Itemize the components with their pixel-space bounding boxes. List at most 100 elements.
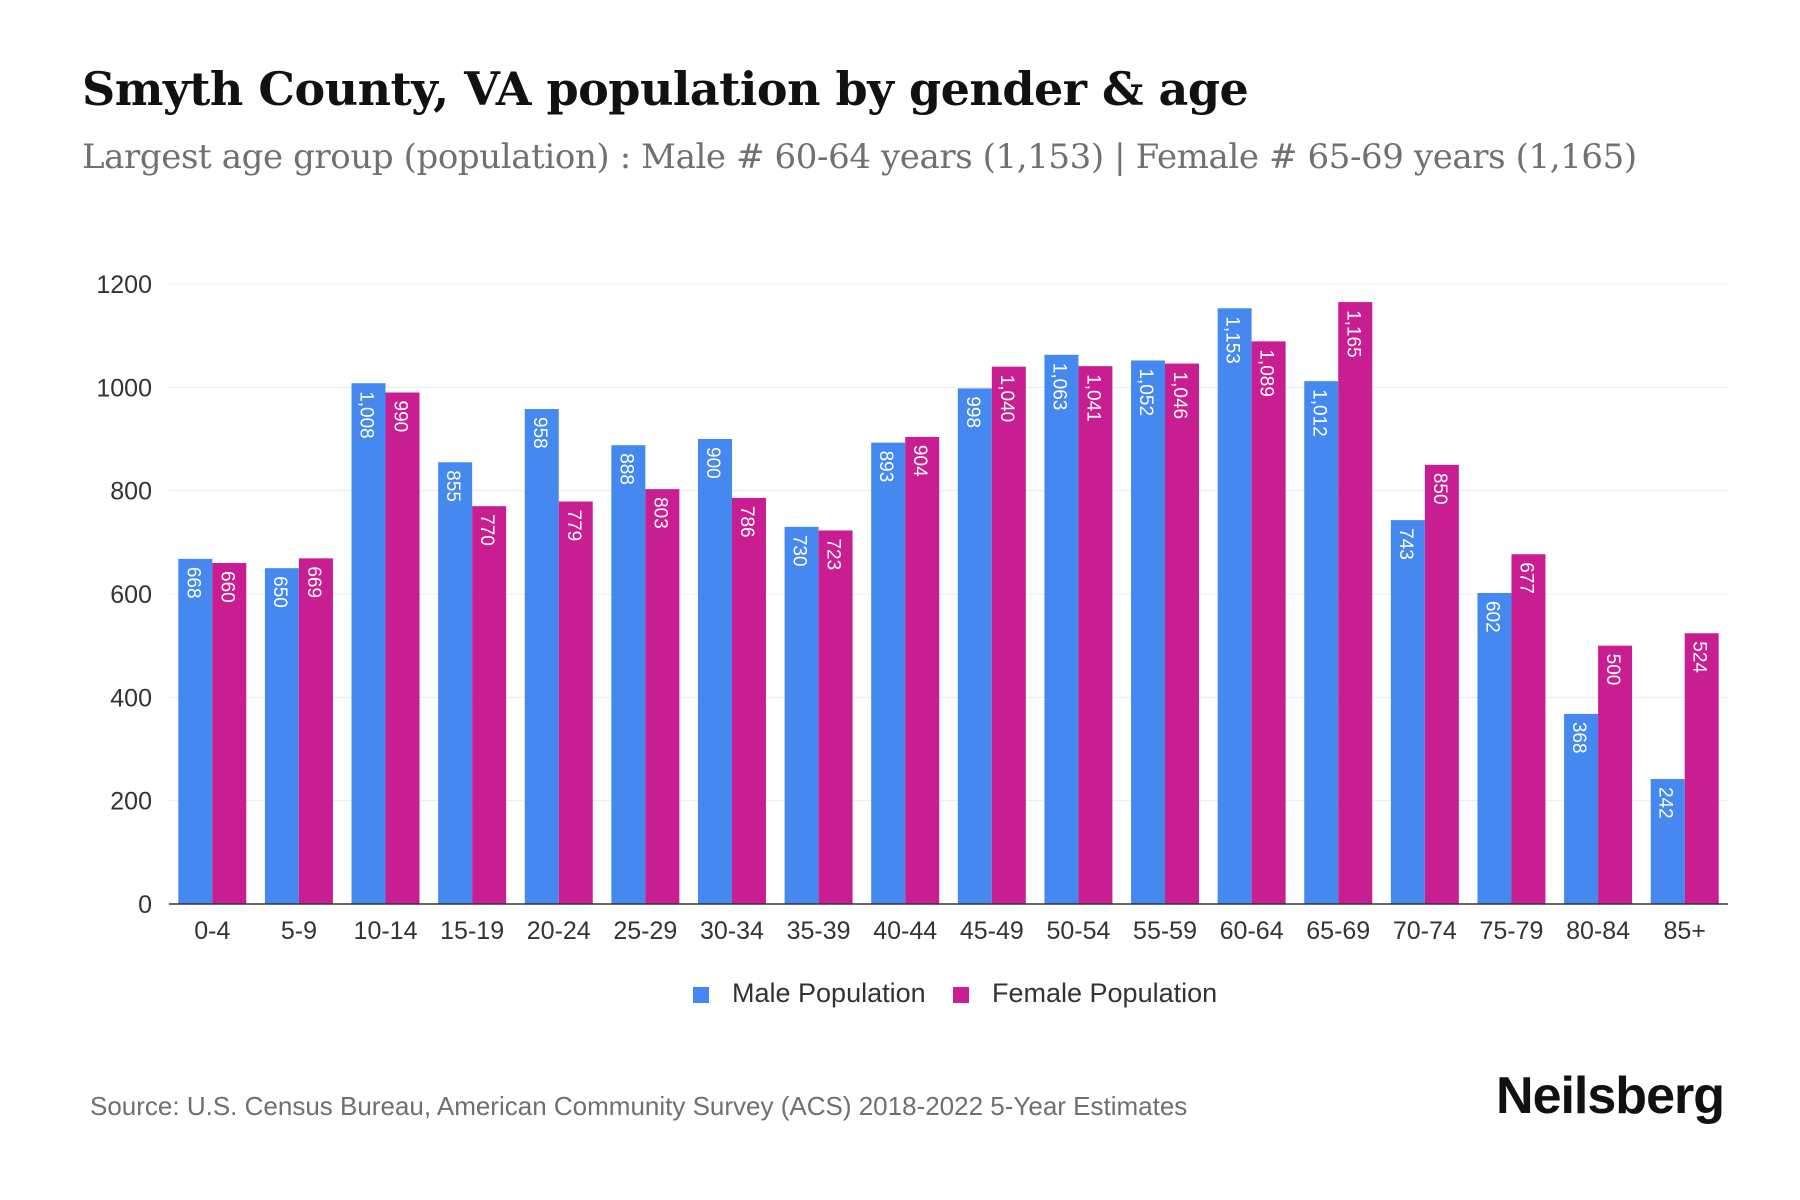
data-label: 1,165 xyxy=(1342,310,1363,358)
bar-male xyxy=(697,439,732,904)
y-tick-label: 1200 xyxy=(96,271,152,299)
data-label: 650 xyxy=(269,576,290,608)
brand-logo: Neilsberg xyxy=(1496,1067,1725,1125)
x-tick-label: 10-14 xyxy=(354,917,418,945)
data-label: 888 xyxy=(615,453,636,485)
x-tick-label: 15-19 xyxy=(440,917,504,945)
data-label: 602 xyxy=(1481,601,1502,633)
bar-female xyxy=(991,366,1026,905)
x-tick-label: 45-49 xyxy=(960,917,1024,945)
legend-label-female: Female Population xyxy=(992,978,1217,1008)
bar-male xyxy=(1390,520,1425,904)
bar-female xyxy=(1078,366,1113,904)
data-label: 1,052 xyxy=(1135,368,1156,416)
data-label: 1,063 xyxy=(1048,363,1069,411)
bar-female xyxy=(818,530,853,904)
data-label: 660 xyxy=(216,571,237,603)
x-tick-label: 20-24 xyxy=(527,917,591,945)
data-label: 242 xyxy=(1655,787,1676,819)
y-tick-label: 200 xyxy=(110,788,152,816)
bar-chart: 0 200 400 600 800 1000 1200 668 650 1,008 855 958 88… xyxy=(96,271,1728,1008)
data-label: 1,041 xyxy=(1082,374,1103,422)
data-label: 1,153 xyxy=(1222,316,1243,364)
data-label: 850 xyxy=(1429,473,1450,505)
data-label: 669 xyxy=(303,566,324,598)
data-label: 1,008 xyxy=(356,391,377,439)
bar-female xyxy=(298,558,333,904)
data-label: 743 xyxy=(1395,528,1416,560)
data-label: 1,089 xyxy=(1256,349,1277,397)
legend-label-male: Male Population xyxy=(732,978,926,1008)
data-label: 723 xyxy=(823,538,844,570)
x-tick-label: 40-44 xyxy=(873,917,937,945)
data-label: 1,012 xyxy=(1308,389,1329,437)
x-tick-label: 5-9 xyxy=(281,917,317,945)
data-label: 803 xyxy=(649,497,670,529)
bar-female xyxy=(1251,341,1286,905)
bar-male xyxy=(1131,360,1166,904)
data-label: 893 xyxy=(875,451,896,483)
y-tick-label: 800 xyxy=(110,478,152,506)
x-tick-label: 50-54 xyxy=(1046,917,1110,945)
bar-male xyxy=(611,445,646,904)
x-tick-label: 30-34 xyxy=(700,917,764,945)
x-tick-label: 25-29 xyxy=(613,917,677,945)
x-tick-label: 75-79 xyxy=(1479,917,1543,945)
bar-male xyxy=(1217,308,1252,904)
data-label: 1,040 xyxy=(996,375,1017,423)
y-tick-label: 0 xyxy=(138,891,152,919)
x-tick-label: 35-39 xyxy=(787,917,851,945)
bar-male xyxy=(871,442,906,904)
bar-male xyxy=(957,388,992,904)
source-note: Source: U.S. Census Bureau, American Com… xyxy=(90,1091,1188,1121)
data-label: 900 xyxy=(702,447,723,479)
bar-female xyxy=(645,489,680,904)
y-tick-label: 400 xyxy=(110,684,152,712)
bar-female xyxy=(1598,645,1633,904)
bar-male xyxy=(351,383,386,904)
bar-male xyxy=(1477,592,1512,904)
bar-male xyxy=(524,409,559,904)
bar-male xyxy=(784,526,819,904)
bar-female xyxy=(1511,554,1546,904)
bar-female xyxy=(905,436,940,904)
bar-female xyxy=(731,497,766,904)
bar-female xyxy=(1684,633,1719,904)
data-label: 368 xyxy=(1568,722,1589,754)
x-tick-label: 60-64 xyxy=(1220,917,1284,945)
data-label: 524 xyxy=(1689,641,1710,673)
x-tick-label: 0-4 xyxy=(194,917,230,945)
data-label: 677 xyxy=(1515,562,1536,594)
y-tick-label: 1000 xyxy=(96,374,152,402)
data-label: 990 xyxy=(390,401,411,433)
chart-title: Smyth County, VA population by gender & … xyxy=(82,62,1249,116)
data-label: 1,046 xyxy=(1169,372,1190,420)
bar-male xyxy=(1044,354,1079,904)
x-tick-label: 85+ xyxy=(1663,917,1705,945)
data-label: 730 xyxy=(789,535,810,567)
bar-male xyxy=(264,568,299,904)
bar-female xyxy=(558,501,593,904)
data-label: 668 xyxy=(182,567,203,599)
x-tick-label: 80-84 xyxy=(1566,917,1630,945)
bar-male xyxy=(1304,381,1339,905)
data-label: 500 xyxy=(1602,654,1623,686)
bar-female xyxy=(472,506,507,904)
data-label: 998 xyxy=(962,396,983,428)
data-label: 904 xyxy=(909,445,930,477)
bar-female xyxy=(212,563,247,904)
x-tick-label: 70-74 xyxy=(1393,917,1457,945)
bar-female xyxy=(1338,302,1373,904)
chart-subtitle: Largest age group (population) : Male # … xyxy=(82,137,1637,177)
data-label: 770 xyxy=(476,514,497,546)
data-label: 786 xyxy=(736,506,757,538)
bar-male xyxy=(1650,778,1685,904)
data-label: 958 xyxy=(529,417,550,449)
data-label: 779 xyxy=(563,510,584,542)
bar-male xyxy=(178,558,213,904)
bar-female xyxy=(385,392,420,904)
bar-female xyxy=(1165,363,1200,905)
x-tick-label: 65-69 xyxy=(1306,917,1370,945)
data-label: 855 xyxy=(442,470,463,502)
y-tick-label: 600 xyxy=(110,581,152,609)
